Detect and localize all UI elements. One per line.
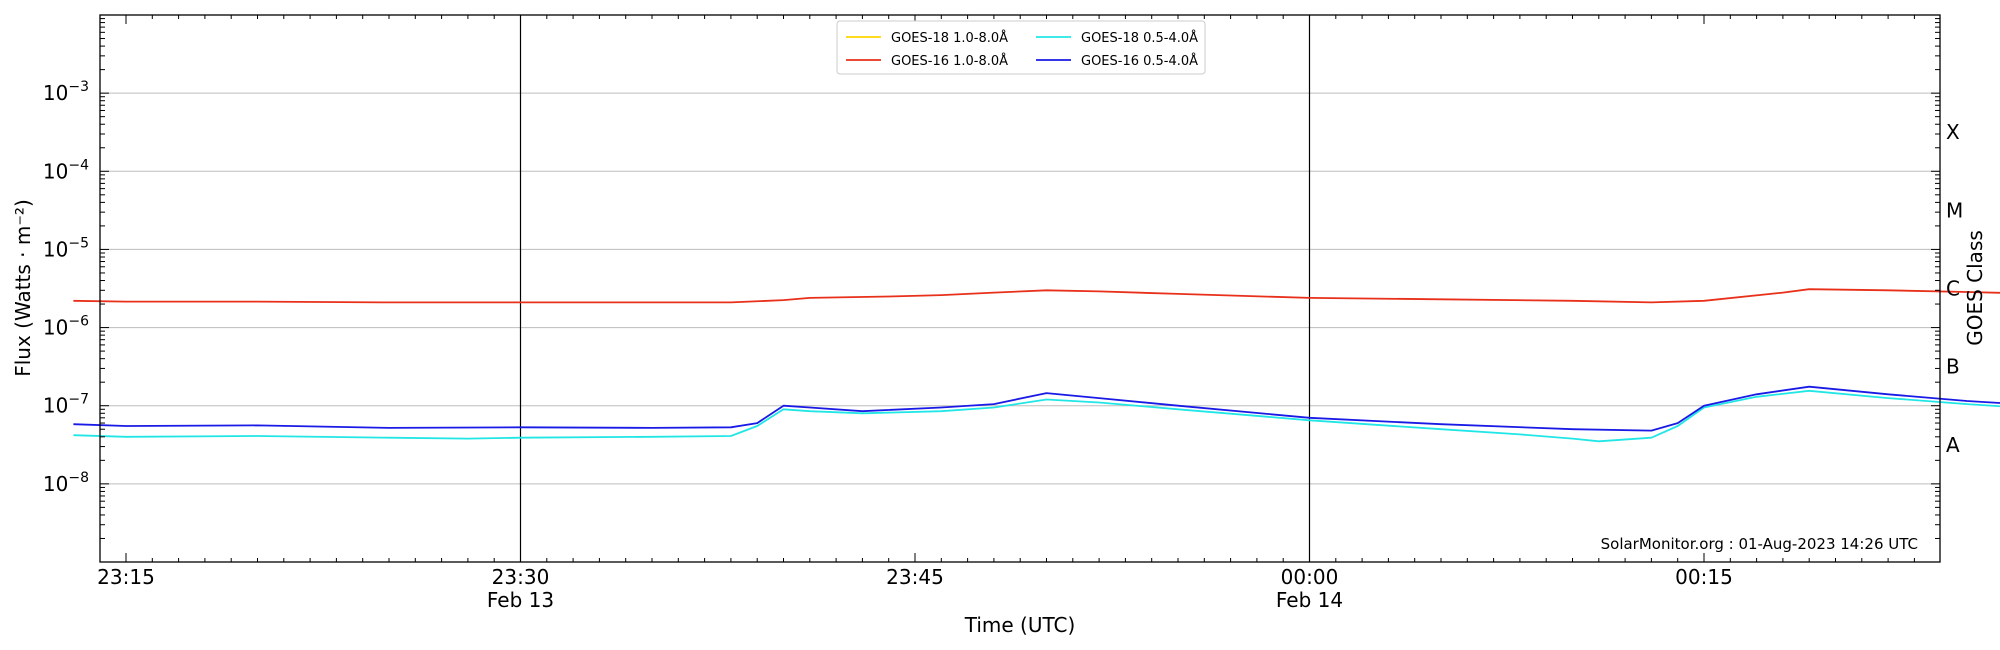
flux-series [73,288,2000,443]
x-tick-time-label: 00:15 [1675,565,1733,589]
grid-lines [100,92,1940,485]
legend-entries: GOES-18 1.0-8.0Å GOES-18 0.5-4.0Å GOES-16 … [846,30,1198,69]
y-tick-label: 10−6 [43,314,89,340]
y-tick-label: 10−3 [43,79,89,105]
x-axis-title: Time (UTC) [964,613,1076,637]
y-tick-label: 10−8 [43,470,89,496]
legend-label: GOES-16 0.5-4.0Å [1081,53,1198,69]
legend-box [836,20,1206,75]
legend-label: GOES-18 0.5-4.0Å [1081,30,1198,46]
y-tick-label: 10−4 [43,157,89,183]
goes-class-label: X [1946,120,1960,144]
right-axis-title: GOES Class [1963,230,1987,346]
credit-text: SolarMonitor.org : 01-Aug-2023 14:26 UTC [1601,535,1918,553]
x-tick-time-label: 23:15 [97,565,155,589]
goes-class-label: B [1946,355,1960,379]
y-axis-title: Flux (Watts · m⁻²) [11,199,35,377]
time-marker-lines [519,15,1311,562]
series-line [73,389,2000,443]
x-tick-time-label: 23:45 [886,565,944,589]
x-tick-time-label: 23:30 [492,565,550,589]
series-line [73,288,2000,304]
axis-ticks [100,15,1940,562]
x-tick-time-label: 00:00 [1281,565,1339,589]
legend: GOES-18 1.0-8.0Å GOES-18 0.5-4.0Å GOES-16 … [836,20,1206,75]
y-tick-labels: 10−3 10−4 10−5 10−6 10−7 10−8 [43,79,89,496]
legend-label: GOES-18 1.0-8.0Å [891,30,1008,46]
series-line [73,385,2000,432]
x-tick-date-label: Feb 14 [1276,588,1343,612]
y-tick-label: 10−5 [43,235,89,261]
x-tick-date-label: Feb 13 [487,588,554,612]
goes-class-labels: X M C B A [1946,120,1963,457]
legend-label: GOES-16 1.0-8.0Å [891,53,1008,69]
y-tick-label: 10−7 [43,392,89,418]
goes-class-label: C [1946,277,1960,301]
goes-class-label: A [1946,433,1960,457]
goes-class-label: M [1946,198,1963,222]
